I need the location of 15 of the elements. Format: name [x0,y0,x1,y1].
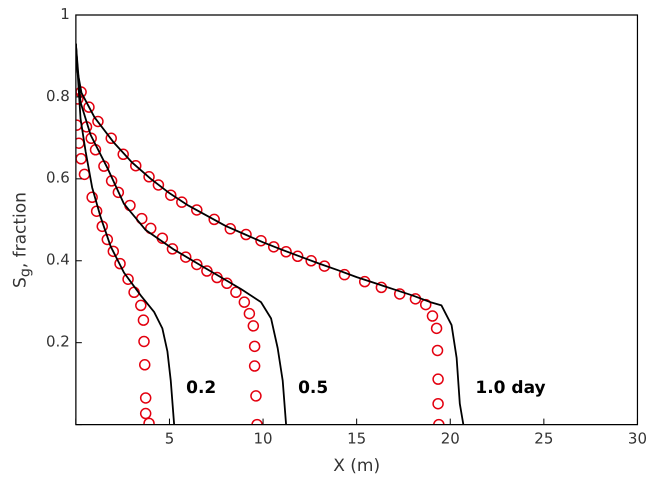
y-tick-label: 0.2 [46,332,70,351]
x-tick-label: 25 [534,429,554,448]
x-tick-label: 10 [254,429,273,448]
x-tick-label: 5 [164,429,174,448]
annotation: 1.0 day [475,378,546,398]
annotation: 0.2 [186,378,216,398]
y-tick-label: 1 [60,4,70,23]
annotation: 0.5 [298,378,328,398]
x-axis-title: X (m) [333,456,380,476]
y-tick-label: 0.8 [46,86,70,105]
y-tick-label: 0.4 [46,250,70,269]
y-tick-label: 0.6 [46,168,70,187]
x-tick-label: 30 [628,429,648,448]
x-tick-label: 15 [347,429,366,448]
x-tick-label: 20 [440,429,460,448]
